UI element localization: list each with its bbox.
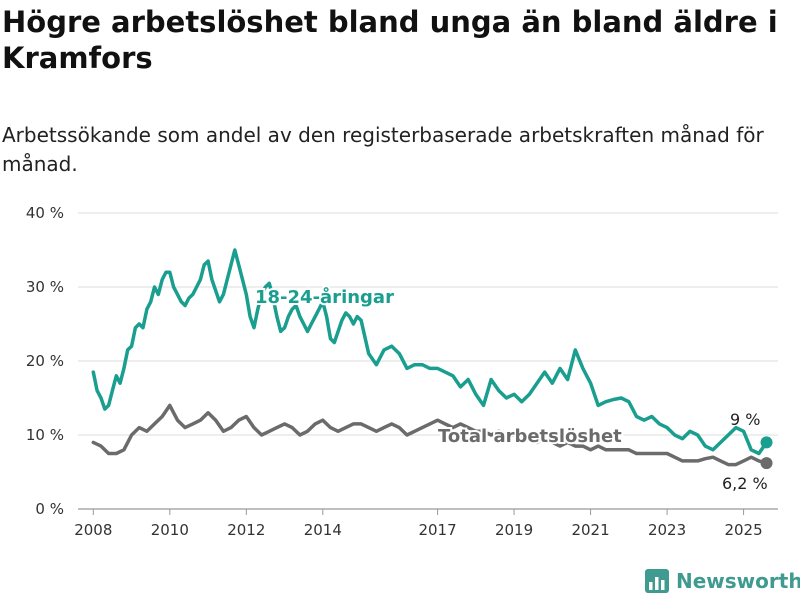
x-tick-label: 2017 (418, 521, 456, 539)
chart-subtitle: Arbetssökande som andel av den registerb… (2, 123, 764, 176)
x-tick-label: 2010 (151, 521, 189, 539)
x-tick-label: 2019 (495, 521, 533, 539)
x-tick-label: 2014 (304, 521, 342, 539)
chart-title: Högre arbetslöshet bland unga än bland ä… (2, 5, 778, 75)
y-tick-label: 30 % (26, 278, 64, 296)
x-tick-label: 2021 (571, 521, 609, 539)
x-tick-label: 2023 (648, 521, 686, 539)
x-tick-label: 2025 (724, 521, 762, 539)
series-layer (91, 248, 773, 470)
grid-layer (78, 212, 778, 510)
bar-chart-logo-icon (645, 569, 669, 593)
end-value-label-youth: 9 % (730, 410, 760, 429)
axis-layer: 0 % 10 % 20 % 30 % 40 % 2008 2010 2012 2014 2017 2… (26, 204, 763, 539)
end-value-label-total: 6,2 % (722, 474, 768, 493)
x-tick-label: 2008 (74, 521, 112, 539)
series-line-total (91, 403, 769, 467)
y-tick-label: 0 % (35, 500, 64, 518)
y-tick-label: 10 % (26, 426, 64, 444)
series-label-total: Total arbetslöshet (438, 426, 622, 447)
end-marker-youth (760, 436, 773, 449)
y-tick-label: 20 % (26, 352, 64, 370)
x-tick-label: 2012 (227, 521, 265, 539)
brand-name: Newsworthy (676, 569, 800, 593)
y-tick-label: 40 % (26, 204, 64, 222)
brand-logo: Newsworthy (644, 568, 800, 594)
end-marker-total (760, 457, 773, 470)
series-label-youth: 18-24-åringar (255, 286, 394, 308)
series-line-youth (91, 248, 769, 456)
